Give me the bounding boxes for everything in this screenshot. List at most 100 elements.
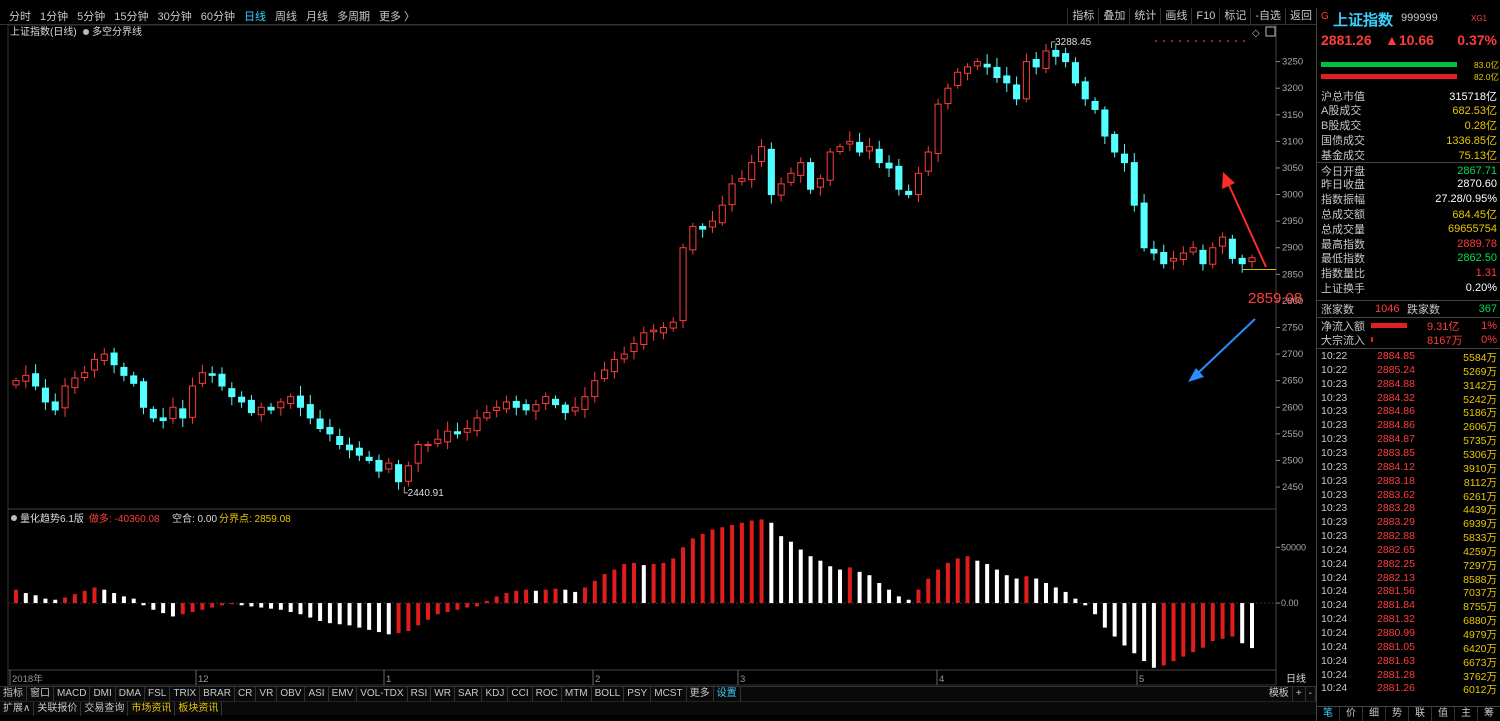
tool-button[interactable]: 返回 (1285, 8, 1316, 25)
indicator-tab[interactable]: 指标 (0, 687, 27, 701)
indicator-tab[interactable]: WR (431, 687, 455, 701)
indicator-tab[interactable]: 窗口 (27, 687, 54, 701)
extension-tab[interactable]: 关联报价 (34, 701, 82, 716)
indicator-tab[interactable]: MTM (562, 687, 592, 701)
extension-tab[interactable]: 交易查询 (81, 701, 129, 716)
indicator-tab[interactable]: RSI (408, 687, 432, 701)
candle (365, 450, 373, 464)
panel-tab[interactable]: 筹 (1478, 707, 1500, 721)
period-tab[interactable]: 分时 (9, 11, 31, 23)
period-tab[interactable]: 30分钟 (157, 11, 192, 23)
indicator-tab[interactable]: DMI (90, 687, 116, 701)
tick-time: 10:24 (1321, 599, 1348, 612)
tick-price: 2884.86 (1377, 419, 1415, 432)
sub-bar (779, 536, 784, 604)
indicator-tab[interactable]: PSY (624, 687, 652, 701)
tick-price: 2884.88 (1377, 377, 1415, 390)
template-button[interactable]: 模板 (1266, 687, 1293, 701)
candle (130, 371, 138, 387)
tool-button[interactable]: 画线 (1160, 8, 1191, 25)
indicator-tab[interactable]: KDJ (482, 687, 509, 701)
extension-tab[interactable]: 市场资讯 (128, 701, 176, 716)
candle (610, 351, 618, 379)
sub-bar (1191, 603, 1196, 653)
tick-volume: 5306万 (1463, 448, 1497, 461)
period-tab[interactable]: 月线 (306, 11, 328, 23)
panel-tab[interactable]: 联 (1409, 707, 1432, 721)
indicator-tab[interactable]: CCI (508, 687, 533, 701)
sub-bar (406, 603, 411, 631)
indicator-tab[interactable]: VR (256, 687, 278, 701)
tick-time: 10:22 (1321, 363, 1348, 376)
indicator-tab[interactable]: DMA (116, 687, 146, 701)
y-tick-label: 2600 (1282, 402, 1303, 413)
period-tab[interactable]: 更多 〉 (379, 11, 416, 23)
panel-tab[interactable]: 值 (1432, 707, 1455, 721)
buy-sell-bars: 83.0亿 82.0亿 (1317, 56, 1500, 84)
tick-volume: 7037万 (1463, 587, 1497, 600)
indicator-tab[interactable]: 设置 (714, 687, 741, 701)
indicator-tab[interactable]: BOLL (592, 687, 625, 701)
tool-button[interactable]: 标记 (1219, 8, 1250, 25)
kline-chart[interactable]: 3250 3200 3150 3100 3050 3000 2950 2900 2850 2800… (0, 25, 1316, 686)
indicator-tab[interactable]: 更多 (687, 687, 714, 701)
indicator-tab[interactable]: MCST (651, 687, 687, 701)
zoom-in-button[interactable]: + (1293, 687, 1306, 701)
diamond-icon[interactable]: ◇ (1252, 28, 1260, 39)
panel-tab[interactable]: 笔 (1317, 707, 1340, 721)
indicator-tab[interactable]: CR (235, 687, 257, 701)
tool-button[interactable]: 指标 (1067, 8, 1098, 25)
panel-tab[interactable]: 势 (1386, 707, 1409, 721)
period-tab[interactable]: 周线 (275, 11, 297, 23)
panel-tab[interactable]: 主 (1455, 707, 1478, 721)
period-tab[interactable]: 15分钟 (114, 11, 149, 23)
extension-tab[interactable]: 扩展∧ (0, 701, 35, 716)
tick-price: 2884.87 (1377, 433, 1415, 446)
indicator-tab[interactable]: SAR (455, 687, 483, 701)
candle (895, 158, 903, 196)
sub-bar (102, 589, 107, 604)
y-tick-label: 3050 (1282, 163, 1303, 174)
tick-volume: 5833万 (1463, 532, 1497, 545)
tool-button[interactable]: -自选 (1250, 8, 1285, 25)
indicator-tab[interactable]: FSL (145, 687, 171, 701)
tool-button[interactable]: 统计 (1129, 8, 1160, 25)
candle (110, 347, 118, 374)
candle (228, 382, 236, 406)
panel-tab[interactable]: 价 (1340, 707, 1363, 721)
sub-bar (867, 575, 872, 604)
zoom-out-button[interactable]: - (1306, 687, 1316, 701)
candle (198, 364, 206, 388)
indicator-tab[interactable]: VOL-TDX (357, 687, 408, 701)
indicator-tab[interactable]: EMV (329, 687, 358, 701)
period-tab[interactable]: 60分钟 (200, 11, 235, 23)
panel-tab[interactable]: 细 (1363, 707, 1386, 721)
candle (1003, 66, 1011, 92)
indicator-tab[interactable]: ASI (305, 687, 329, 701)
restore-icon[interactable] (1265, 26, 1276, 37)
indicator-tab[interactable]: OBV (277, 687, 306, 701)
tick-time: 10:23 (1321, 460, 1348, 473)
indicator-tab[interactable]: ROC (533, 687, 562, 701)
tick-price: 2883.18 (1377, 474, 1415, 487)
period-tab[interactable]: 多周期 (337, 11, 370, 23)
sub-bar (170, 603, 175, 617)
tool-button[interactable]: 叠加 (1098, 8, 1129, 25)
sub-bar (1250, 603, 1254, 649)
extension-tab[interactable]: 板块资讯 (175, 701, 223, 716)
period-tab[interactable]: 1分钟 (40, 11, 69, 23)
tool-button[interactable]: F10 (1191, 8, 1219, 25)
tick-row: 10:23 2883.18 8112万 (1321, 475, 1497, 489)
tick-time: 10:23 (1321, 405, 1348, 418)
indicator-tab[interactable]: MACD (54, 687, 91, 701)
marker-dot (1179, 40, 1181, 42)
tick-time: 10:24 (1321, 654, 1348, 667)
indicator-tab[interactable]: TRIX (170, 687, 201, 701)
candle (679, 243, 687, 329)
sub-bar (749, 520, 754, 604)
candle (218, 367, 226, 391)
period-tab[interactable]: 5分钟 (77, 11, 106, 23)
stat-label: 总成交额 (1321, 208, 1365, 221)
period-tab[interactable]: 日线 (244, 11, 266, 23)
indicator-tab[interactable]: BRAR (200, 687, 235, 701)
